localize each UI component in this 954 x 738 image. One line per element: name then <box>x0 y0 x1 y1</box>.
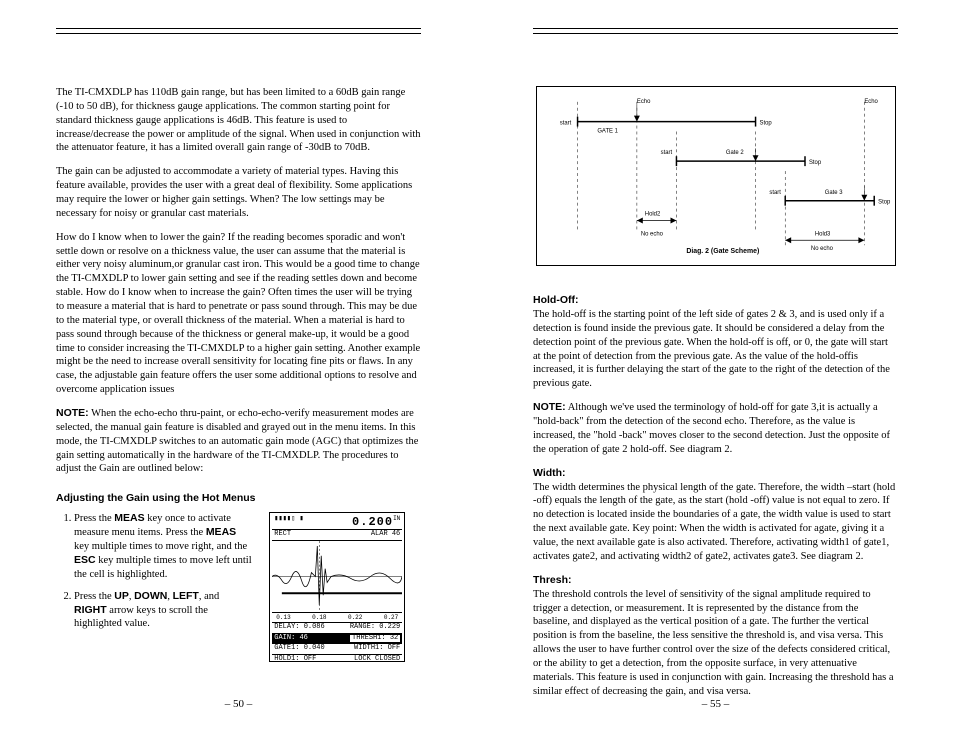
diag-label-hold3: Hold3 <box>814 231 830 237</box>
note-label: NOTE: <box>533 401 566 413</box>
diag-label-start: start <box>769 190 781 196</box>
subheading: Hold-Off: <box>533 294 898 306</box>
steps-list: Press the MEAS key once to activate meas… <box>56 512 253 631</box>
diag-label-noecho: No echo <box>640 231 663 237</box>
paragraph: The hold-off is the starting point of th… <box>533 308 898 391</box>
diag-label-gate1: GATE 1 <box>597 128 618 134</box>
lcd-waveform <box>272 541 402 613</box>
lcd-row: HOLD1: OFF LOCK CLOSED <box>272 655 402 665</box>
subheading: Thresh: <box>533 574 898 586</box>
diag-label-echo: Echo <box>636 99 650 105</box>
section-heading: Adjusting the Gain using the Hot Menus <box>56 492 421 504</box>
diag-label-echo: Echo <box>864 99 878 105</box>
header-rules <box>533 28 898 38</box>
lcd-row: GAIN: 46 THRESH1: 32 <box>272 634 402 645</box>
lcd-row: DELAY: 0.086 RANGE: 0.229 <box>272 623 402 634</box>
lcd-gain: 46 <box>392 530 400 538</box>
paragraph: The width determines the physical length… <box>533 481 898 564</box>
diag-label-hold2: Hold2 <box>644 212 659 218</box>
diag-label-start: start <box>559 121 571 127</box>
lcd-row: GATE1: 0.040 WIDTH1: OFF <box>272 644 402 655</box>
lcd-units: IN <box>393 515 400 522</box>
lcd-reading: 0.200 <box>352 515 393 529</box>
note-paragraph: NOTE: When the echo-echo thru-paint, or … <box>56 407 421 476</box>
step-item: Press the MEAS key once to activate meas… <box>74 512 253 581</box>
lcd-ticks: 0.13 0.18 0.22 0.27 <box>272 613 402 623</box>
lcd-alarm: ALAR <box>371 530 388 538</box>
diag-label-gate3: Gate 3 <box>824 190 842 196</box>
manual-page-right: Echo Echo start Stop GATE 1 start Stop G… <box>477 0 954 738</box>
diag-label-start: start <box>660 150 672 156</box>
diag-label-noecho: No echo <box>810 246 833 252</box>
note-body: Although we've used the terminology of h… <box>533 402 890 455</box>
page-number: – 50 – <box>0 698 477 710</box>
note-body: When the echo-echo thru-paint, or echo-e… <box>56 408 418 474</box>
paragraph: The threshold controls the level of sens… <box>533 588 898 699</box>
header-rules <box>56 28 421 38</box>
gate-scheme-diagram: Echo Echo start Stop GATE 1 start Stop G… <box>536 86 896 266</box>
paragraph: The gain can be adjusted to accommodate … <box>56 165 421 220</box>
paragraph: The TI-CMXDLP has 110dB gain range, but … <box>56 86 421 155</box>
note-paragraph: NOTE: Although we've used the terminolog… <box>533 401 898 456</box>
step-item: Press the UP, DOWN, LEFT, and RIGHT arro… <box>74 590 253 632</box>
lcd-bar-icon: ▮▮▮▮▯ ▮ <box>274 516 304 528</box>
paragraph: How do I know when to lower the gain? If… <box>56 231 421 397</box>
page-number: – 55 – <box>477 698 954 710</box>
subheading: Width: <box>533 467 898 479</box>
diag-label-stop: Stop <box>808 160 821 166</box>
diag-label-gate2: Gate 2 <box>725 150 743 156</box>
diagram-caption: Diag. 2 (Gate Scheme) <box>686 248 759 255</box>
lcd-mode: RECT <box>274 531 291 539</box>
manual-page-left: The TI-CMXDLP has 110dB gain range, but … <box>0 0 477 738</box>
diag-label-stop: Stop <box>878 200 891 206</box>
note-label: NOTE: <box>56 407 89 419</box>
diag-label-stop: Stop <box>759 121 772 127</box>
lcd-screenshot: ▮▮▮▮▯ ▮ 0.200IN RECT ALAR 46 <box>269 512 405 662</box>
